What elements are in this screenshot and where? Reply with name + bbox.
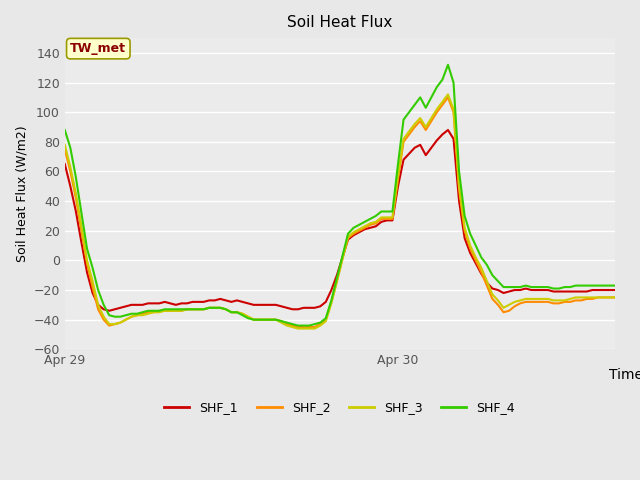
SHF_1 — [611, 287, 618, 293]
SHF_1 — [444, 127, 452, 133]
SHF_1 — [106, 308, 113, 313]
SHF_2 — [349, 231, 357, 237]
Legend: SHF_1, SHF_2, SHF_3, SHF_4: SHF_1, SHF_2, SHF_3, SHF_4 — [159, 396, 520, 419]
SHF_4 — [349, 225, 357, 231]
SHF_4 — [61, 127, 68, 133]
SHF_1 — [349, 232, 357, 238]
SHF_3 — [189, 306, 196, 312]
Line: SHF_4: SHF_4 — [65, 65, 614, 325]
SHF_1 — [61, 161, 68, 167]
SHF_2 — [61, 146, 68, 152]
SHF_2 — [594, 295, 602, 300]
SHF_2 — [577, 298, 585, 303]
SHF_4 — [189, 306, 196, 312]
SHF_1 — [594, 287, 602, 293]
SHF_1 — [194, 299, 202, 305]
Text: TW_met: TW_met — [70, 42, 126, 55]
SHF_4 — [294, 323, 302, 328]
SHF_2 — [444, 95, 452, 100]
Title: Soil Heat Flux: Soil Heat Flux — [287, 15, 392, 30]
SHF_2 — [294, 324, 302, 330]
SHF_3 — [294, 325, 302, 331]
Line: SHF_3: SHF_3 — [65, 95, 614, 328]
SHF_1 — [394, 183, 402, 189]
SHF_3 — [166, 308, 174, 313]
Y-axis label: Soil Heat Flux (W/m2): Soil Heat Flux (W/m2) — [15, 125, 28, 262]
Line: SHF_1: SHF_1 — [65, 130, 614, 311]
SHF_1 — [577, 288, 585, 294]
SHF_3 — [611, 295, 618, 300]
SHF_4 — [394, 161, 402, 167]
SHF_1 — [172, 302, 180, 308]
SHF_3 — [594, 295, 602, 300]
SHF_3 — [61, 142, 68, 148]
SHF_2 — [611, 295, 618, 300]
Line: SHF_2: SHF_2 — [65, 97, 614, 327]
SHF_2 — [189, 306, 196, 312]
SHF_2 — [394, 176, 402, 182]
SHF_3 — [349, 229, 357, 235]
X-axis label: Time: Time — [609, 368, 640, 382]
SHF_2 — [166, 308, 174, 313]
SHF_4 — [594, 283, 602, 288]
SHF_3 — [577, 295, 585, 300]
SHF_4 — [611, 283, 618, 288]
SHF_4 — [166, 306, 174, 312]
SHF_3 — [444, 92, 452, 97]
SHF_4 — [444, 62, 452, 68]
SHF_3 — [394, 173, 402, 179]
SHF_4 — [577, 283, 585, 288]
